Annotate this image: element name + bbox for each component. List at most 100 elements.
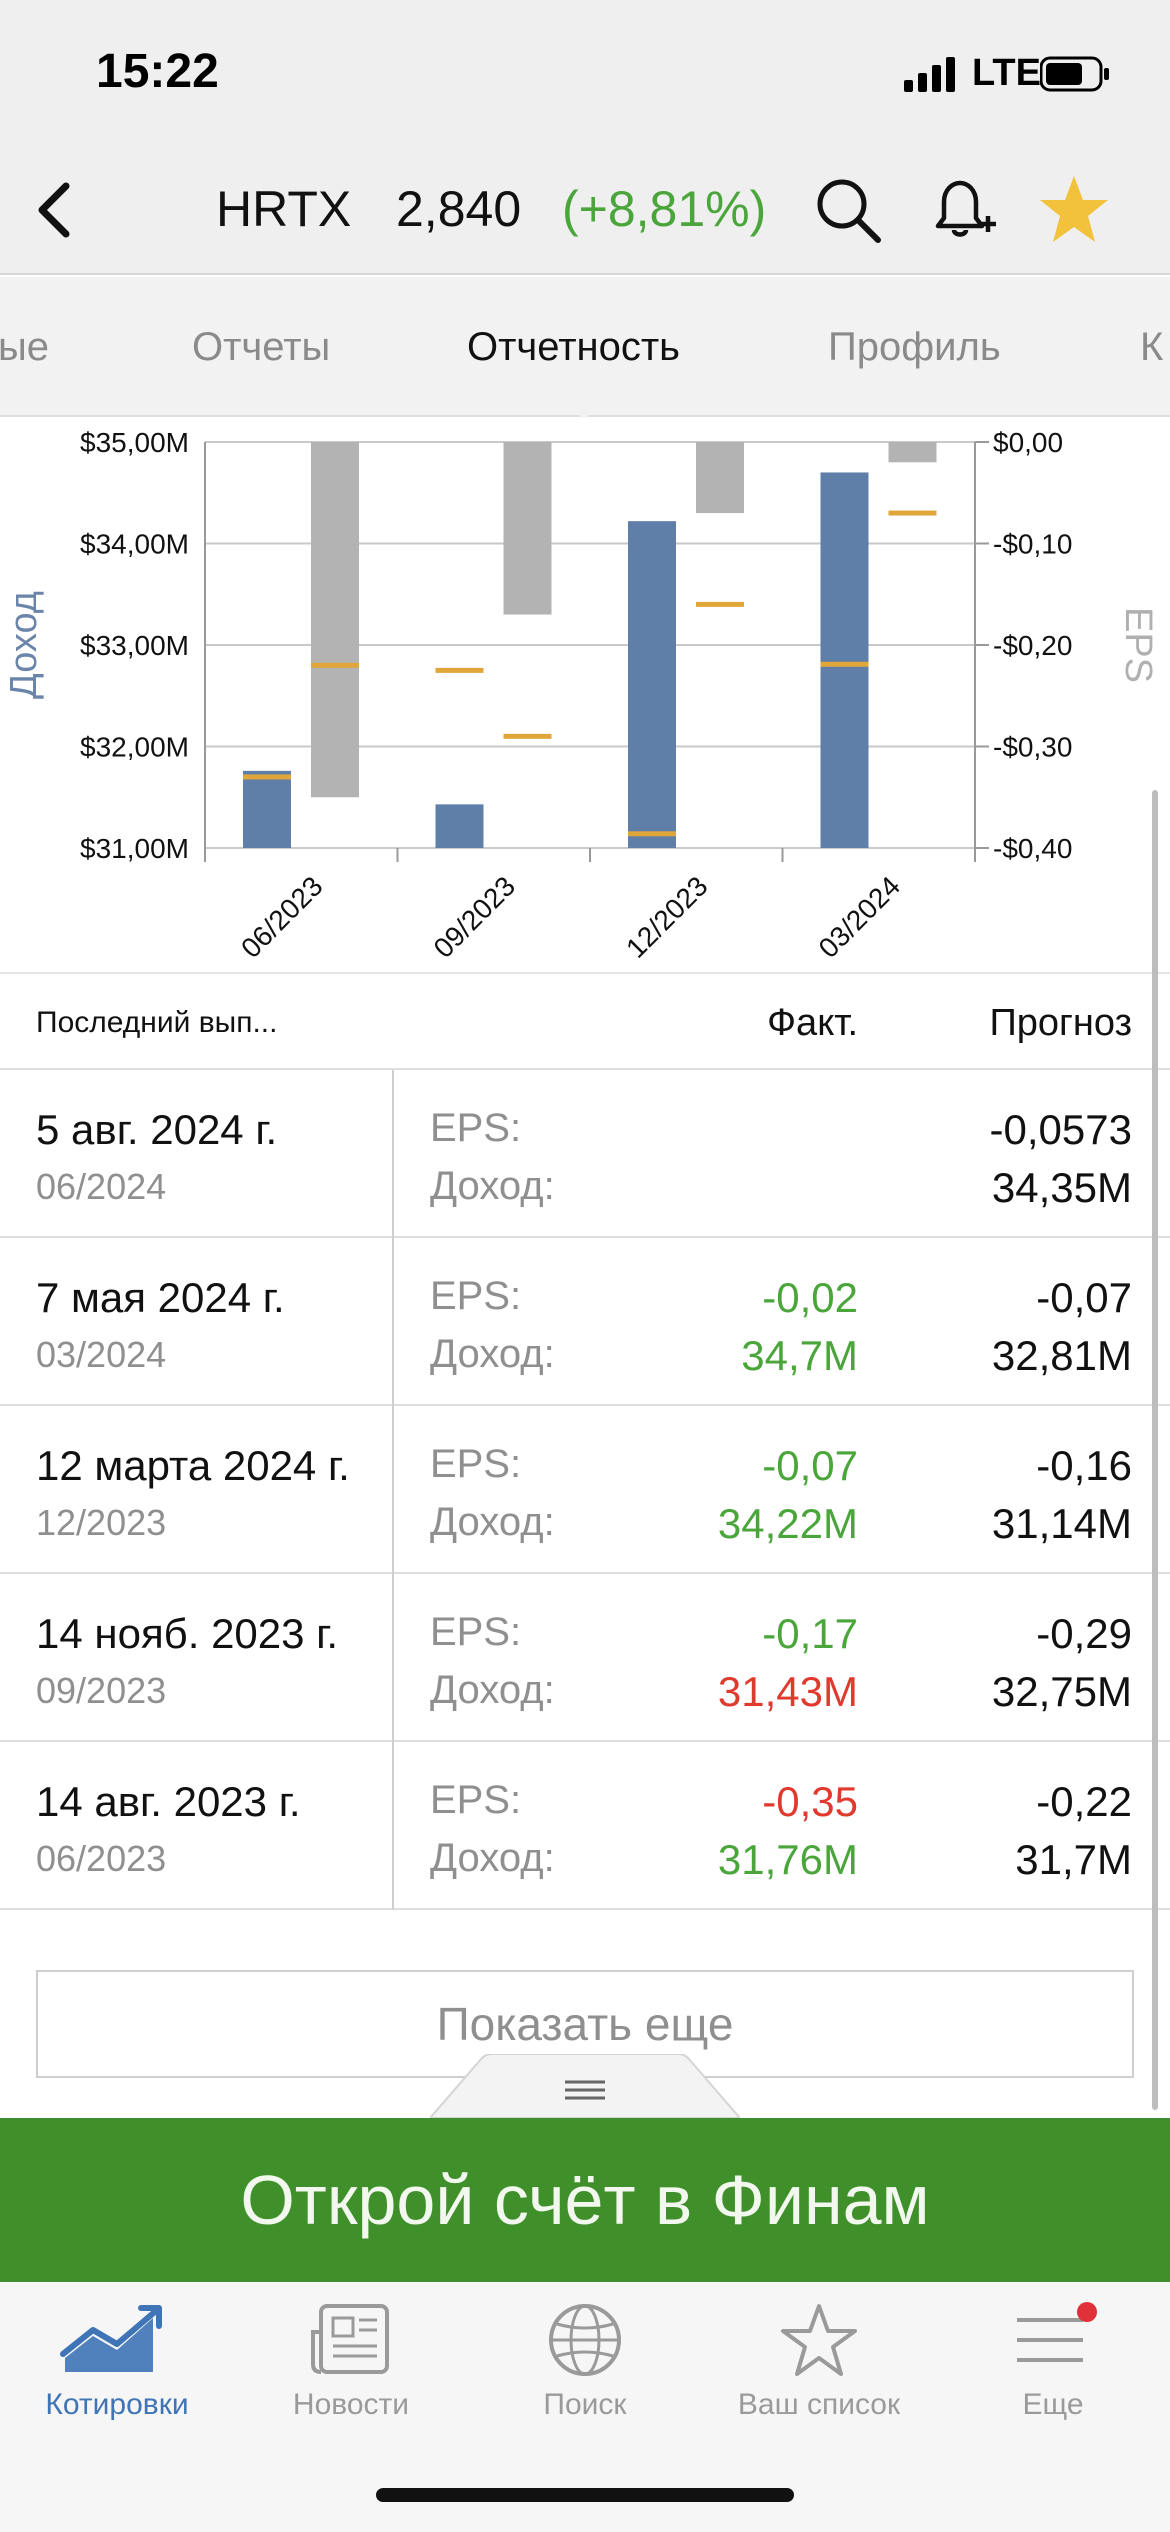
eps-actual-bar <box>696 442 744 514</box>
x-tick-label: 12/2023 <box>620 870 713 963</box>
revenue-forecast: 31,14M <box>991 1500 1132 1547</box>
table-row[interactable]: 14 нояб. 2023 г. 09/2023 EPS: Доход: -0,17 31… <box>0 1574 1170 1742</box>
revenue-forecast: 32,75M <box>991 1668 1132 1715</box>
eps-forecast: -0,22 <box>1036 1778 1132 1825</box>
table-row[interactable]: 5 авг. 2024 г. 06/2024 EPS: Доход: -0,0573 34… <box>0 1070 1170 1238</box>
x-tick-label: 03/2024 <box>813 870 906 963</box>
star-icon[interactable] <box>1036 172 1112 248</box>
newspaper-icon <box>311 2304 389 2374</box>
revenue-label: Доход: <box>430 1500 555 1544</box>
notification-badge <box>1077 2302 1097 2322</box>
eps-actual: -0,35 <box>762 1778 858 1825</box>
y-tick-label-right: -$0,10 <box>993 529 1072 560</box>
table-row[interactable]: 14 авг. 2023 г. 06/2023 EPS: Доход: -0,35 31,… <box>0 1742 1170 1910</box>
release-date: 5 авг. 2024 г. <box>36 1106 278 1153</box>
report-period: 06/2024 <box>36 1166 167 1207</box>
revenue-forecast-marker <box>243 774 291 780</box>
revenue-forecast-marker <box>628 831 676 837</box>
report-period: 03/2024 <box>36 1334 167 1375</box>
report-period: 09/2023 <box>36 1670 167 1711</box>
bottom-tab-label: Новости <box>292 2388 410 2421</box>
promo-banner[interactable]: Открой счёт в Финам <box>0 2118 1170 2282</box>
y-tick-label-left: $32,00M <box>80 732 189 763</box>
eps-forecast-marker <box>311 662 359 668</box>
eps-label: EPS: <box>430 1106 522 1150</box>
chart-trend-icon <box>60 2305 162 2372</box>
scrollbar[interactable] <box>1152 790 1158 2110</box>
eps-actual: -0,02 <box>762 1274 858 1321</box>
drag-handle-icon[interactable] <box>430 2054 740 2118</box>
tab-financials[interactable]: Отчетность <box>467 325 681 369</box>
eps-label: EPS: <box>430 1274 522 1318</box>
report-period: 06/2023 <box>36 1838 167 1879</box>
search-icon[interactable] <box>810 172 886 248</box>
release-date: 12 марта 2024 г. <box>36 1442 350 1489</box>
table-row[interactable]: 12 марта 2024 г. 12/2023 EPS: Доход: -0,07 34… <box>0 1406 1170 1574</box>
earnings-chart-svg: $35,00M $0,00 $34,00M -$0,10 $33,00M -$0,20 $3… <box>3 427 1159 964</box>
table-row[interactable]: 7 мая 2024 г. 03/2024 EPS: Доход: -0,02 34,7M… <box>0 1238 1170 1406</box>
column-divider <box>392 1574 394 1742</box>
column-divider <box>392 1070 394 1238</box>
release-date: 14 авг. 2023 г. <box>36 1778 301 1825</box>
eps-forecast-marker <box>888 510 937 516</box>
revenue-actual-bar <box>820 472 869 848</box>
eps-forecast: -0,07 <box>1036 1274 1132 1321</box>
tab-reports[interactable]: Отчеты <box>192 325 331 369</box>
left-axis-title: Доход <box>3 591 45 699</box>
star-outline-icon <box>781 2304 857 2376</box>
home-indicator <box>376 2488 794 2502</box>
eps-actual: -0,17 <box>762 1610 858 1657</box>
ticker-symbol: HRTX <box>216 181 352 237</box>
column-last-release[interactable]: Последний вып... <box>36 1006 278 1039</box>
earnings-table-header: Последний вып... Факт. Прогноз <box>0 976 1170 1070</box>
revenue-actual: 34,22M <box>717 1500 858 1547</box>
y-tick-label-left: $35,00M <box>80 427 189 458</box>
menu-icon <box>1017 2302 1097 2362</box>
quote-header: HRTX 2,840 (+8,81%) <box>0 150 1170 275</box>
back-chevron-icon[interactable] <box>20 174 90 246</box>
bell-plus-icon[interactable] <box>922 172 998 248</box>
show-more-button[interactable]: Показать еще <box>36 1970 1134 2078</box>
eps-actual-bar <box>888 442 937 463</box>
revenue-label: Доход: <box>430 1836 555 1880</box>
bottom-tab-label: Котировки <box>45 2388 189 2421</box>
revenue-actual-bar <box>243 770 291 848</box>
bottom-tab-label: Ваш список <box>737 2388 901 2421</box>
eps-actual: -0,07 <box>762 1442 858 1489</box>
column-divider <box>392 1742 394 1910</box>
last-price: 2,840 <box>396 181 522 237</box>
bottom-tab-label: Еще <box>1022 2388 1084 2421</box>
earnings-chart: $35,00M $0,00 $34,00M -$0,10 $33,00M -$0,20 $3… <box>0 418 1170 974</box>
bottom-tab-quotes[interactable]: Котировки <box>0 2302 234 2462</box>
y-tick-label-right: -$0,40 <box>993 833 1072 864</box>
release-date: 14 нояб. 2023 г. <box>36 1610 339 1657</box>
eps-forecast: -0,16 <box>1036 1442 1132 1489</box>
globe-icon <box>549 2304 621 2376</box>
column-divider <box>392 1238 394 1406</box>
eps-forecast: -0,0573 <box>989 1106 1132 1153</box>
revenue-label: Доход: <box>430 1164 555 1208</box>
bottom-tab-more[interactable]: Еще <box>936 2302 1170 2462</box>
revenue-actual-bar <box>435 804 484 848</box>
x-tick-label: 06/2023 <box>235 870 328 963</box>
tab-profile[interactable]: Профиль <box>828 325 1001 369</box>
revenue-forecast: 34,35M <box>991 1164 1132 1211</box>
y-tick-label-left: $31,00M <box>80 833 189 864</box>
price-change: (+8,81%) <box>562 181 767 237</box>
status-bar: 15:22 LTE <box>0 0 1170 150</box>
eps-forecast-marker <box>503 733 552 739</box>
bottom-tab-watchlist[interactable]: Ваш список <box>702 2302 936 2462</box>
revenue-label: Доход: <box>430 1668 555 1712</box>
bottom-tab-news[interactable]: Новости <box>234 2302 468 2462</box>
revenue-actual: 34,7M <box>741 1332 858 1379</box>
report-period: 12/2023 <box>36 1502 167 1543</box>
status-time: 15:22 <box>96 45 219 98</box>
revenue-label: Доход: <box>430 1332 555 1376</box>
eps-forecast: -0,29 <box>1036 1610 1132 1657</box>
tab-next-partial[interactable]: К <box>1140 325 1164 369</box>
eps-actual-bar <box>311 442 359 798</box>
active-tab-pointer <box>572 408 596 420</box>
bottom-tab-search[interactable]: Поиск <box>468 2302 702 2462</box>
tab-prev-partial[interactable]: ые <box>0 325 49 369</box>
column-divider <box>392 1406 394 1574</box>
